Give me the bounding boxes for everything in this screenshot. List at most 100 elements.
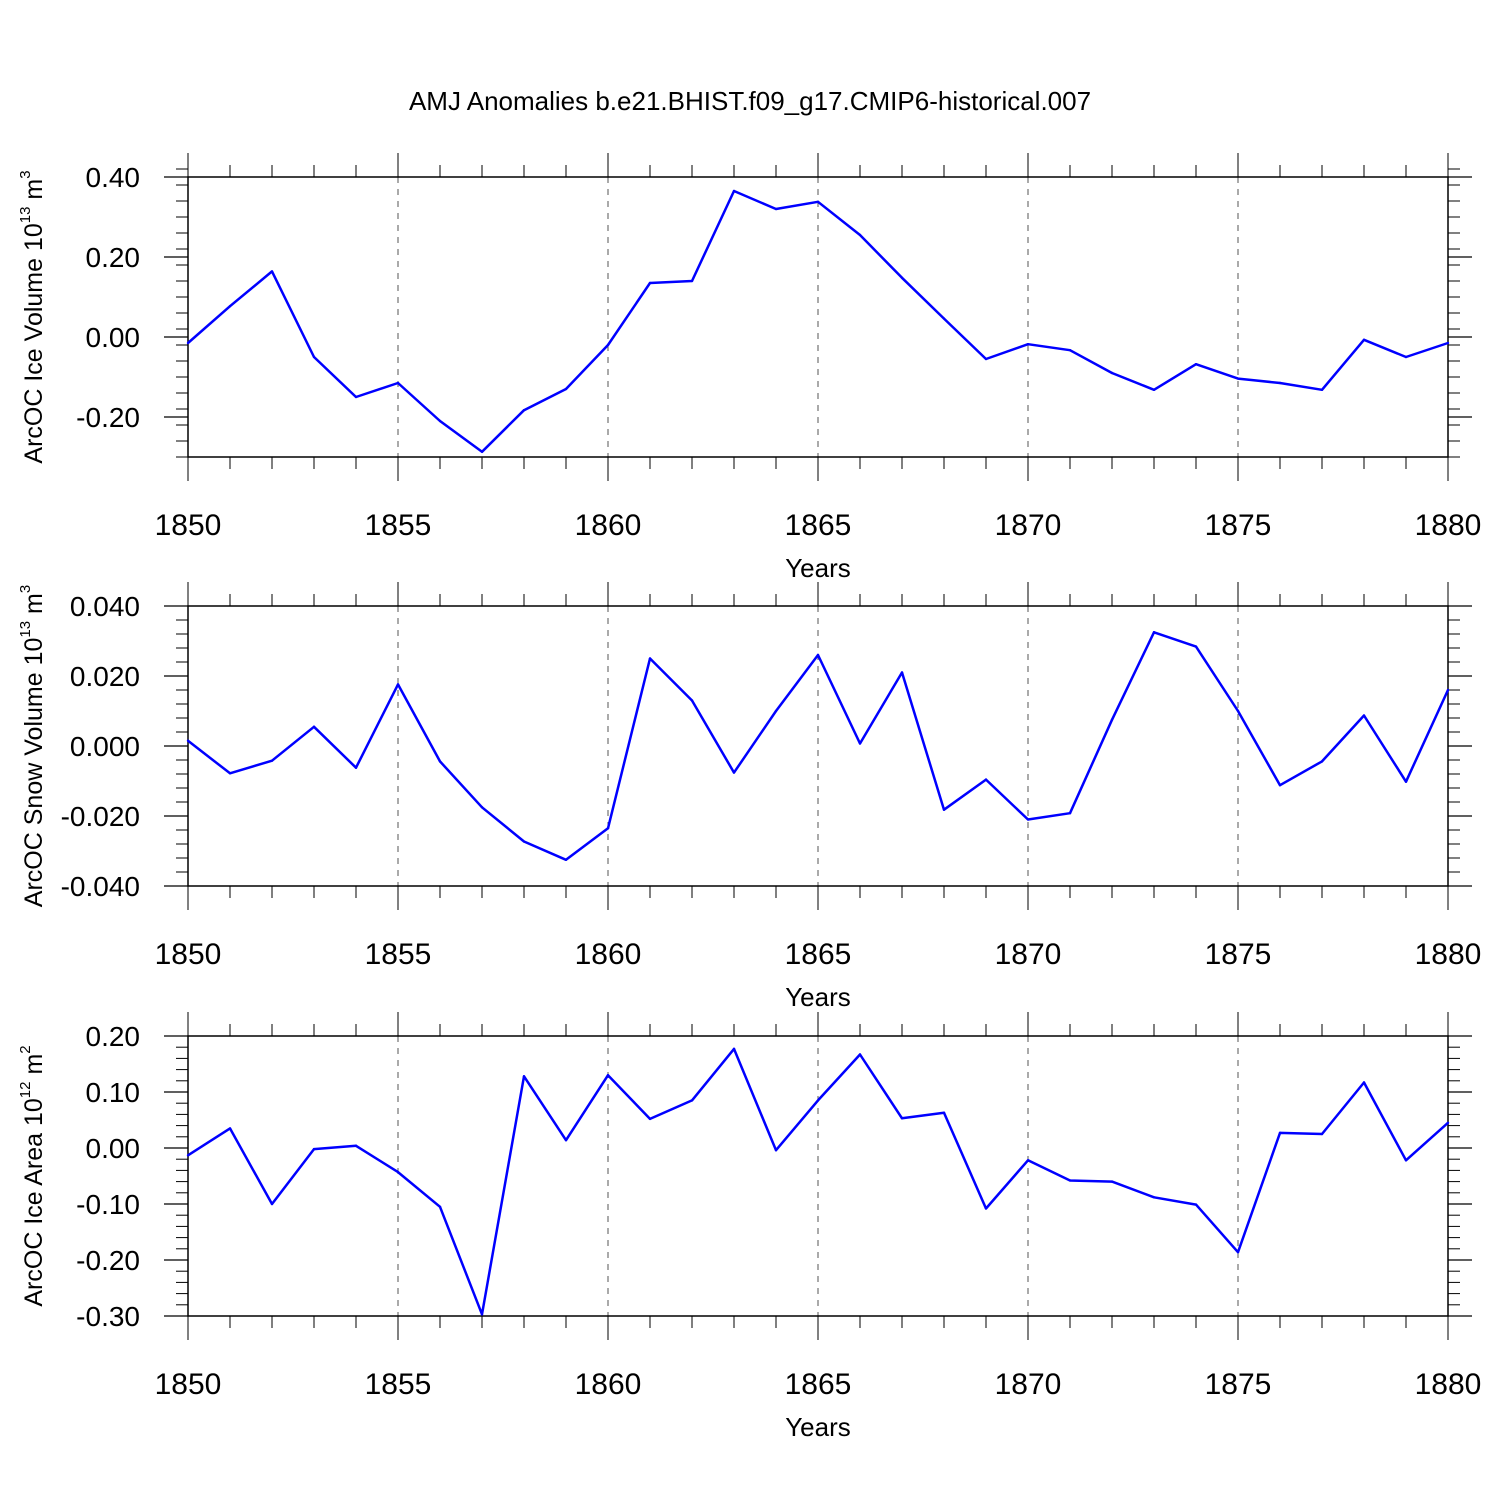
data-point <box>1404 355 1408 359</box>
y-axis-title-unit: m <box>20 1054 48 1082</box>
data-point <box>1026 1159 1030 1162</box>
panel-3: 0.20 0.10 0.00 -0.10 -0.20 -0.30 1850 1855 1860 1… <box>17 1012 1481 1442</box>
data-point <box>816 653 820 657</box>
data-point <box>522 840 526 843</box>
data-point <box>774 207 778 211</box>
data-point <box>270 1202 274 1206</box>
data-point <box>186 1154 190 1157</box>
data-point <box>438 419 442 423</box>
data-point <box>480 1313 484 1316</box>
y-tick-label: -0.20 <box>76 402 140 433</box>
data-point <box>1026 818 1030 821</box>
y-tick-label: 0.40 <box>86 162 141 193</box>
y-axis-title: ArcOC Ice Volume 1013 m3 <box>17 170 48 463</box>
data-point <box>1152 388 1156 391</box>
data-point <box>1152 1196 1156 1199</box>
y-tick-label: -0.040 <box>61 871 140 902</box>
data-point <box>1110 1180 1114 1183</box>
data-point <box>690 699 694 702</box>
x-tick-label: 1865 <box>785 938 852 971</box>
data-point <box>354 1144 358 1147</box>
data-point <box>522 1075 526 1078</box>
x-tick-label: 1855 <box>365 1368 432 1401</box>
x-tick-label: 1865 <box>785 1368 852 1401</box>
data-point <box>186 739 190 742</box>
data-point <box>480 806 484 809</box>
data-point <box>900 671 904 674</box>
data-point <box>858 233 862 237</box>
y-tick-label: 0.020 <box>70 661 140 692</box>
data-point <box>1362 1081 1366 1084</box>
data-point <box>606 1074 610 1077</box>
y-tick-label: 0.10 <box>86 1077 141 1108</box>
y-axis-title-unit-exp: 3 <box>17 585 34 593</box>
x-axis-title: Years <box>785 982 851 1012</box>
data-point <box>1278 381 1282 385</box>
data-point <box>984 1207 988 1210</box>
data-point <box>396 683 400 686</box>
x-tick-label: 1880 <box>1415 938 1482 971</box>
data-point <box>1110 718 1114 721</box>
data-point <box>564 1138 568 1142</box>
data-point <box>438 760 442 763</box>
data-point <box>1320 388 1324 391</box>
data-point <box>1068 349 1072 352</box>
data-point <box>942 808 946 811</box>
y-tick-label: 0.000 <box>70 731 140 762</box>
y-tick-label: -0.20 <box>76 1245 140 1276</box>
x-tick-label: 1880 <box>1415 509 1482 542</box>
x-tick-label: 1860 <box>575 938 642 971</box>
y-axis-title-text: ArcOC Ice Volume 10 <box>20 223 48 463</box>
data-point <box>228 772 232 775</box>
data-point <box>732 1047 736 1051</box>
x-tick-label: 1870 <box>995 1368 1062 1401</box>
data-point <box>354 766 358 769</box>
data-point <box>396 1170 400 1174</box>
data-point <box>1026 343 1030 346</box>
data-point <box>648 281 652 285</box>
data-point <box>984 778 988 781</box>
x-tick-label: 1850 <box>155 509 222 542</box>
data-point <box>1068 1179 1072 1182</box>
x-tick-label: 1850 <box>155 938 222 971</box>
data-point <box>648 1117 652 1121</box>
data-point <box>186 341 190 345</box>
data-point <box>858 742 862 745</box>
data-point <box>1236 377 1240 380</box>
data-point <box>900 1117 904 1120</box>
data-point <box>396 381 400 385</box>
panel-1: 0.40 0.20 0.00 -0.20 1850 1855 1860 1865 1870 187… <box>17 153 1481 583</box>
data-point <box>1404 780 1408 783</box>
data-point <box>1362 714 1366 717</box>
data-point <box>984 357 988 361</box>
y-tick-label: 0.20 <box>86 1021 141 1052</box>
data-point <box>774 709 778 713</box>
data-point <box>1194 1203 1198 1206</box>
y-tick-label: 0.00 <box>86 322 141 353</box>
data-point <box>1446 688 1450 692</box>
x-tick-label: 1875 <box>1205 509 1272 542</box>
data-point <box>942 317 946 320</box>
data-point <box>1236 1250 1240 1254</box>
x-tick-label: 1850 <box>155 1368 222 1401</box>
data-point <box>942 1111 946 1114</box>
y-axis-title: ArcOC Snow Volume 1013 m3 <box>17 585 48 907</box>
x-tick-label: 1870 <box>995 509 1062 542</box>
data-point <box>480 450 484 453</box>
data-point <box>228 305 232 308</box>
y-axis-title-unit: m <box>20 593 48 621</box>
data-point <box>1446 1121 1450 1125</box>
data-point <box>648 657 652 660</box>
y-axis-title-exp: 13 <box>17 207 34 224</box>
data-point <box>1152 631 1156 634</box>
data-point <box>816 200 820 203</box>
data-point <box>438 1205 442 1209</box>
data-point <box>606 343 610 347</box>
data-point <box>228 1127 232 1130</box>
x-tick-label: 1880 <box>1415 1368 1482 1401</box>
data-point <box>732 771 736 774</box>
x-tick-label: 1870 <box>995 938 1062 971</box>
data-point <box>732 189 736 193</box>
y-axis-title-unit-exp: 2 <box>17 1045 34 1053</box>
y-tick-label: 0.00 <box>86 1133 141 1164</box>
